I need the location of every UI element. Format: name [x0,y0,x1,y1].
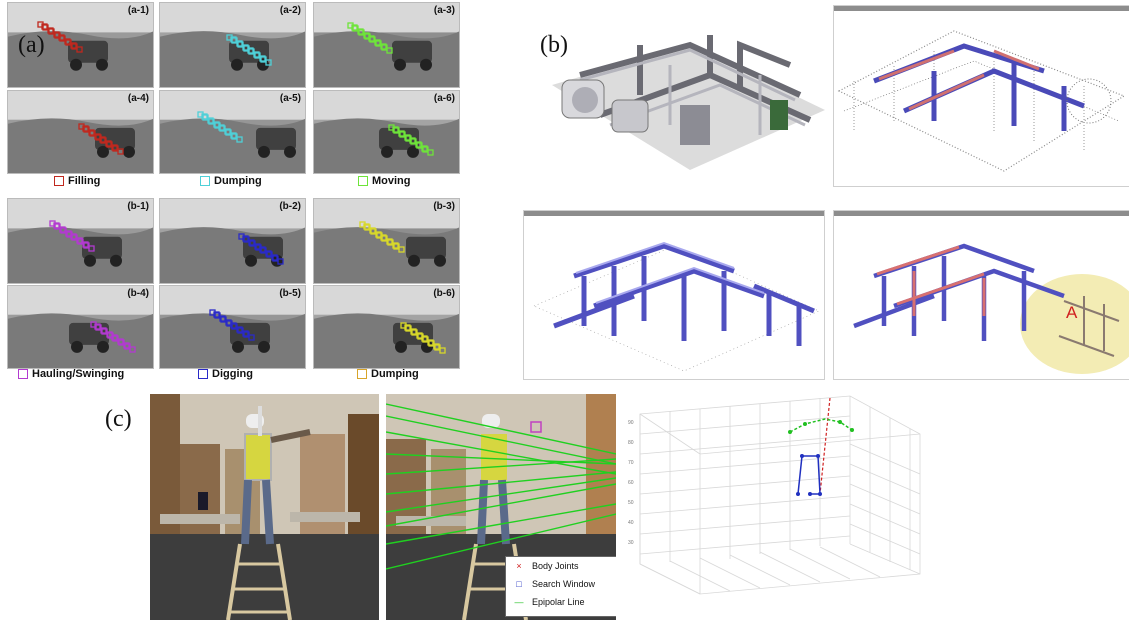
panel-a-letter: (a) [18,32,45,58]
panel-c-letter: (c) [105,406,132,432]
activity-thumbnail: (b-2) [159,198,306,284]
thumbnail-label: (a-5) [279,93,301,104]
svg-text:30: 30 [628,540,634,546]
panel-b-letter: (b) [540,32,568,58]
activity-thumbnail: (a-2) [159,2,306,88]
thumbnail-label: (b-4) [127,288,149,299]
svg-text:60: 60 [628,480,634,486]
pipe-pointcloud-render [837,30,1126,172]
pipe-comparison-render [853,243,1129,374]
thumbnail-label: (a-2) [279,5,301,16]
legend-marker-icon: × [516,561,522,571]
thumbnail-label: (b-3) [433,201,455,212]
legend-swatch [357,369,367,379]
activity-thumbnail: (a-4) [7,90,154,174]
thumbnail-label: (a-6) [433,93,455,104]
activity-thumbnail: (a-6) [313,90,460,174]
legend-label: Hauling/Swinging [32,368,125,380]
legend-item: Hauling/Swinging [18,368,124,380]
activity-thumbnail: (b-5) [159,285,306,369]
activity-thumbnail: (b-1) [7,198,154,284]
marker-label: A [1066,303,1078,322]
epipolar-legend: × Body Joints □ Search Window — Epipolar Line [505,556,616,617]
legend-label: Search Window [532,579,596,589]
legend-item: Moving [358,175,411,187]
thumbnail-label: (b-1) [127,201,149,212]
highlight-region [1020,274,1129,374]
svg-text:90: 90 [628,420,634,426]
svg-text:80: 80 [628,440,634,446]
window-titlebar [834,6,1129,11]
activity-thumbnail: (a-3) [313,2,460,88]
legend-item: □ Search Window [506,575,616,593]
svg-text:70: 70 [628,460,634,466]
svg-text:40: 40 [628,520,634,526]
thumbnail-label: (a-1) [127,5,149,16]
viewer-window-annotated: A [833,210,1129,380]
legend-marker-icon: — [514,597,524,607]
thumbnail-label: (a-4) [127,93,149,104]
legend-label: Digging [212,368,253,380]
activity-thumbnail: (a-1) [7,2,154,88]
legend-swatch [200,176,210,186]
activity-thumbnail: (b-4) [7,285,154,369]
thumbnail-label: (a-3) [433,5,455,16]
activity-thumbnail: (a-5) [159,90,306,174]
thumbnail-label: (b-6) [433,288,455,299]
legend-swatch [18,369,28,379]
plant-photo [540,5,830,185]
legend-item: — Epipolar Line [506,593,616,611]
legend-swatch [358,176,368,186]
worker-photo-left [150,394,379,620]
thumbnail-label: (b-2) [279,201,301,212]
legend-label: Moving [372,175,411,187]
panel-a: (a-1) (a-2) (a-3) (a-4) (a-5) (a-6) (b-1) (b-2)… [0,0,465,385]
legend-label: Dumping [371,368,419,380]
legend-item: Dumping [357,368,419,380]
window-titlebar [524,211,824,216]
thumbnail-label: (b-5) [279,288,301,299]
pipe-model-render [533,241,820,372]
panel-b: (b) [520,0,1129,385]
legend-swatch [54,176,64,186]
legend-item: Digging [198,368,253,380]
activity-thumbnail: (b-3) [313,198,460,284]
legend-label: Epipolar Line [532,597,585,607]
legend-item: Filling [54,175,100,187]
activity-thumbnail: (b-6) [313,285,460,369]
legend-item: Dumping [200,175,262,187]
legend-label: Dumping [214,175,262,187]
legend-marker-icon: □ [516,579,522,589]
legend-label: Filling [68,175,101,187]
viewer-window-pipes [523,210,825,380]
worker-photo-right: × Body Joints □ Search Window — Epipolar Line [386,394,616,620]
svg-text:50: 50 [628,500,634,506]
viewer-window-combined [833,5,1129,187]
legend-swatch [198,369,208,379]
skeleton-3d-plot: 90 80 70 60 50 40 30 [620,394,940,620]
window-titlebar [834,211,1129,216]
legend-item: × Body Joints [506,557,616,575]
panel-c: (c) [0,390,1129,621]
legend-label: Body Joints [532,561,579,571]
